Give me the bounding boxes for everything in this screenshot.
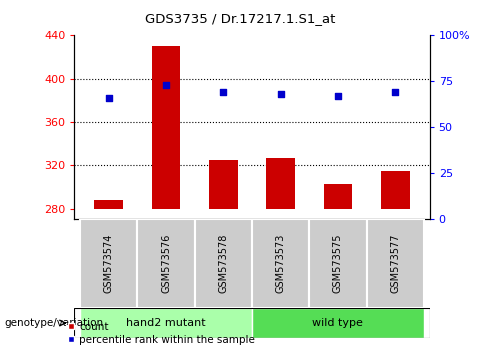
Bar [252, 219, 309, 308]
Bar [80, 308, 252, 338]
Point [105, 95, 113, 101]
Bar [266, 158, 295, 209]
Text: GSM573573: GSM573573 [276, 234, 286, 293]
Point [391, 90, 399, 95]
Text: GSM573577: GSM573577 [390, 234, 400, 293]
Bar [309, 219, 367, 308]
Bar [80, 219, 137, 308]
Point [219, 90, 227, 95]
Bar [209, 160, 238, 209]
Text: GSM573578: GSM573578 [218, 234, 228, 293]
Point [162, 82, 170, 88]
Bar [324, 184, 352, 209]
Text: genotype/variation: genotype/variation [5, 318, 104, 328]
Text: GSM573574: GSM573574 [104, 234, 114, 293]
Bar [367, 219, 424, 308]
Bar [195, 219, 252, 308]
Text: GDS3735 / Dr.17217.1.S1_at: GDS3735 / Dr.17217.1.S1_at [145, 12, 335, 25]
Bar [252, 308, 424, 338]
Bar [137, 219, 195, 308]
Bar [95, 200, 123, 209]
Text: GSM573576: GSM573576 [161, 234, 171, 293]
Text: wild type: wild type [312, 318, 363, 328]
Bar [381, 171, 409, 209]
Text: hand2 mutant: hand2 mutant [126, 318, 206, 328]
Point [334, 93, 342, 99]
Point [277, 91, 285, 97]
Legend: count, percentile rank within the sample: count, percentile rank within the sample [63, 317, 260, 349]
Text: GSM573575: GSM573575 [333, 234, 343, 293]
Bar [152, 46, 180, 209]
